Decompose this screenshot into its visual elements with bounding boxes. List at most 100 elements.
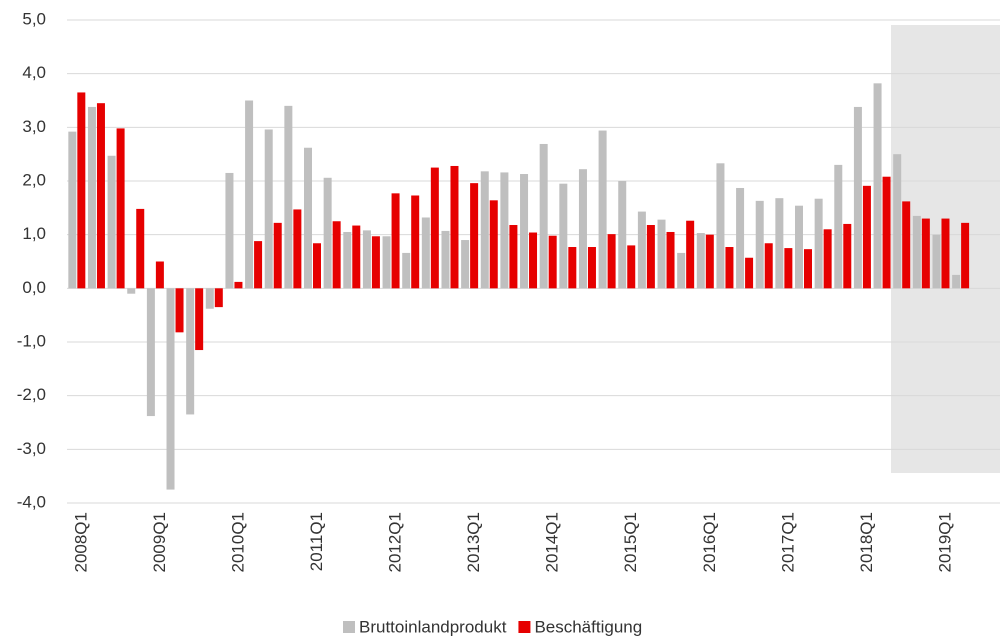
- bar: [441, 230, 450, 289]
- bar: [195, 288, 204, 351]
- bar: [686, 220, 695, 289]
- bar: [902, 201, 911, 289]
- x-tick-label: 2011Q1: [307, 512, 326, 571]
- bar: [912, 215, 921, 289]
- bar: [411, 195, 420, 289]
- bar: [862, 185, 871, 289]
- bar: [823, 229, 832, 289]
- bar: [225, 172, 234, 289]
- bar: [559, 183, 568, 289]
- bar: [745, 257, 754, 289]
- y-tick-label: -3,0: [17, 439, 46, 458]
- bar: [736, 187, 745, 289]
- bar: [893, 154, 902, 289]
- bar: [284, 105, 293, 289]
- y-tick-label: -1,0: [17, 331, 46, 350]
- legend-label: Bruttoinlandprodukt: [359, 617, 507, 636]
- bar: [332, 221, 341, 289]
- bar: [127, 288, 136, 294]
- bar: [136, 208, 145, 289]
- bar: [245, 100, 254, 289]
- bar: [500, 172, 509, 289]
- bar: [304, 147, 312, 289]
- bar: [795, 205, 803, 289]
- x-tick-label: 2012Q1: [386, 512, 405, 573]
- bar: [814, 198, 823, 289]
- bar: [146, 288, 155, 417]
- bar: [293, 209, 302, 289]
- bar: [175, 288, 184, 333]
- bar: [677, 252, 686, 289]
- bar: [587, 247, 596, 289]
- bar: [371, 236, 380, 289]
- x-tick-label: 2010Q1: [228, 512, 247, 573]
- bar: [882, 176, 891, 289]
- bar: [941, 218, 950, 289]
- bar: [77, 92, 86, 289]
- x-tick-label: 2017Q1: [778, 512, 797, 573]
- bar: [421, 217, 430, 289]
- bar: [107, 155, 116, 289]
- x-tick-label: 2016Q1: [700, 512, 719, 573]
- bar: [696, 233, 705, 289]
- bar: [548, 235, 557, 289]
- bar: [775, 198, 784, 289]
- x-tick-label: 2013Q1: [464, 512, 483, 573]
- bar: [382, 236, 391, 289]
- bar: [637, 211, 646, 289]
- x-tick-label: 2019Q1: [935, 512, 954, 573]
- bar: [627, 245, 636, 289]
- bar: [529, 232, 538, 289]
- bar: [450, 165, 459, 289]
- bar: [764, 243, 773, 289]
- y-tick-label: 5,0: [22, 9, 46, 28]
- bar: [234, 281, 243, 289]
- bar: [618, 181, 627, 289]
- bar: [755, 200, 764, 289]
- y-tick-label: 0,0: [22, 278, 46, 297]
- bar: [313, 243, 321, 289]
- bar: [646, 225, 655, 289]
- bar: [273, 222, 282, 289]
- bar: [705, 234, 714, 289]
- bar: [116, 128, 125, 289]
- bar: [607, 234, 616, 289]
- bar: [853, 106, 862, 289]
- legend-swatch: [343, 621, 355, 633]
- bar: [509, 225, 518, 289]
- y-tick-label: -2,0: [17, 385, 46, 404]
- legend-swatch: [518, 621, 531, 633]
- bar: [155, 261, 164, 289]
- bar: [214, 288, 223, 308]
- bar: [539, 143, 548, 289]
- bar: [961, 222, 970, 289]
- x-tick-label: 2018Q1: [857, 512, 876, 573]
- bar: [716, 163, 725, 289]
- bar: [430, 167, 439, 289]
- bar: [96, 103, 105, 289]
- y-tick-label: 2,0: [22, 170, 46, 189]
- bar: [657, 219, 666, 289]
- bar: [843, 223, 852, 289]
- bar: [666, 231, 675, 289]
- bar: [461, 240, 470, 289]
- bar: [921, 218, 930, 289]
- bar: [254, 241, 263, 289]
- bar: [470, 183, 479, 289]
- bar: [568, 247, 577, 289]
- bar: [520, 174, 529, 289]
- bar: [578, 169, 587, 289]
- bar: [186, 288, 195, 415]
- y-tick-label: 3,0: [22, 117, 46, 136]
- bar: [480, 171, 489, 289]
- bar: [391, 193, 400, 289]
- y-tick-label: 1,0: [22, 224, 46, 243]
- x-tick-label: 2009Q1: [150, 512, 169, 573]
- bar: [166, 288, 175, 490]
- x-tick-label: 2008Q1: [71, 512, 90, 573]
- bar: [489, 200, 498, 289]
- bar: [352, 225, 361, 289]
- bar: [834, 164, 843, 289]
- bar: [87, 106, 96, 289]
